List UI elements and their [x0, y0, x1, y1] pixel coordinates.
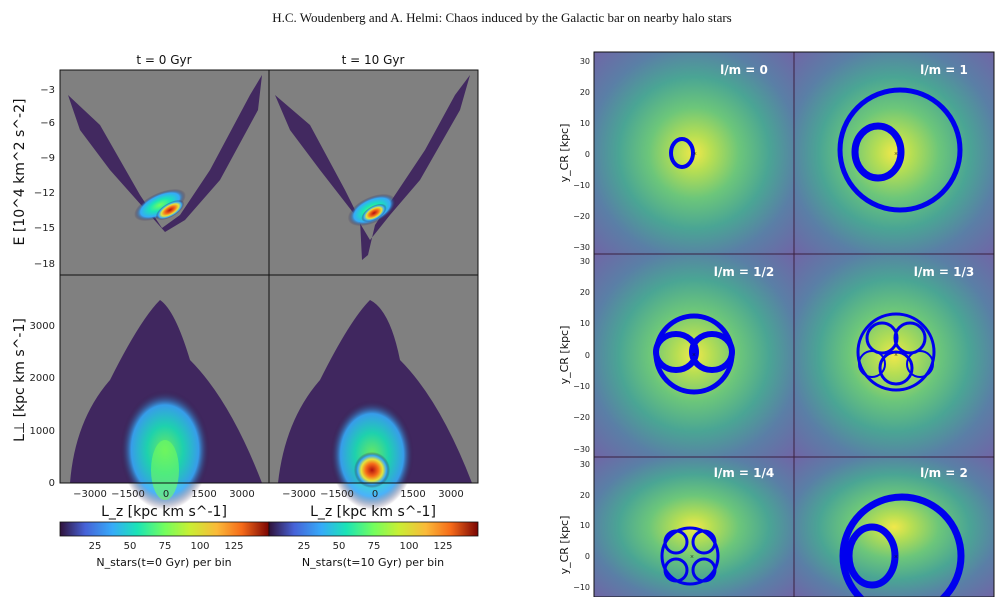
energy-density-t10	[275, 75, 470, 260]
orbit-panel: l/m = 1	[794, 52, 994, 254]
svg-text:×: ×	[894, 150, 898, 158]
orbit-panel: l/m = 1/3	[794, 254, 994, 457]
histogram-figure: t = 0 Gyr t = 10 Gyr	[12, 53, 479, 569]
colorbar-label-t0: N_stars(t=0 Gyr) per bin	[96, 556, 231, 569]
orbit-ytick: 0	[585, 351, 590, 360]
xtick-left: −3000	[73, 489, 107, 500]
energy-ytick: −12	[34, 188, 55, 199]
energy-ytick: −9	[40, 153, 55, 164]
xtick-right: 0	[372, 489, 378, 500]
colorbar-tick: 100	[399, 541, 418, 552]
xtick-left: 3000	[229, 489, 254, 500]
colorbar-t0	[59, 521, 270, 537]
orbit-figure: l/m = 0 l/m = 1 l/m = 1/2 l/m = 1/3	[558, 51, 995, 597]
lperp-ytick: 1000	[30, 426, 55, 437]
colorbar-tick: 50	[333, 541, 346, 552]
lperp-ylabel: L⊥ [kpc km s^-1]	[12, 318, 28, 442]
xtick-left: 1500	[191, 489, 216, 500]
svg-text:×: ×	[894, 553, 898, 561]
energy-ytick: −18	[34, 259, 55, 270]
xlabel-left: L_z [kpc km s^-1]	[101, 504, 227, 520]
xlabel-right: L_z [kpc km s^-1]	[310, 504, 436, 520]
column-title-t0: t = 0 Gyr	[136, 53, 191, 67]
orbit-ylabel: y_CR [kpc]	[558, 124, 571, 183]
energy-panel-t10	[269, 70, 478, 275]
orbit-ytick: −20	[573, 413, 590, 422]
energy-panel-t0	[60, 70, 269, 275]
energy-ytick: −15	[34, 223, 55, 234]
orbit-panel: l/m = 1/2	[594, 254, 794, 457]
xtick-left: −1500	[111, 489, 145, 500]
colorbar-tick: 125	[224, 541, 243, 552]
orbit-ytick: −10	[573, 583, 590, 592]
energy-ytick: −6	[40, 118, 55, 129]
orbit-panel-label: l/m = 1/3	[914, 265, 975, 279]
orbit-ytick: 30	[580, 257, 590, 266]
svg-text:×: ×	[690, 553, 694, 561]
orbit-panel-label: l/m = 1/2	[714, 265, 775, 279]
colorbar-tick: 50	[124, 541, 137, 552]
colorbar-tick: 75	[159, 541, 172, 552]
orbit-ytick: 20	[580, 288, 590, 297]
center-marker: × × × × × ×	[690, 150, 898, 561]
colorbar-tick: 125	[433, 541, 452, 552]
orbit-ylabel: y_CR [kpc]	[558, 326, 571, 385]
orbit-panel-label: l/m = 2	[920, 466, 968, 480]
lperp-ytick: 2000	[30, 373, 55, 384]
xtick-right: 1500	[400, 489, 425, 500]
xtick-right: −1500	[320, 489, 354, 500]
colorbar-tick: 25	[89, 541, 102, 552]
orbit-ytick: −30	[573, 243, 590, 252]
orbit-ytick: 0	[585, 552, 590, 561]
xtick-right: −3000	[282, 489, 316, 500]
orbit-ytick: 10	[580, 319, 590, 328]
orbit-panel-label: l/m = 1/4	[714, 466, 775, 480]
orbit-panel-label: l/m = 1	[920, 63, 968, 77]
energy-density-t0	[68, 75, 262, 232]
orbit-ytick: 30	[580, 57, 590, 66]
orbit-ytick: −10	[573, 181, 590, 190]
orbit-ytick: 10	[580, 521, 590, 530]
orbit-ytick: 10	[580, 119, 590, 128]
orbit-ytick: 20	[580, 88, 590, 97]
svg-text:×: ×	[693, 150, 697, 158]
page-header: H.C. Woudenberg and A. Helmi: Chaos indu…	[272, 10, 732, 25]
orbit-ylabel: y_CR [kpc]	[558, 516, 571, 575]
colorbar-tick: 100	[190, 541, 209, 552]
orbit-ytick: −10	[573, 382, 590, 391]
svg-text:×: ×	[692, 351, 696, 359]
xtick-left: 0	[163, 489, 169, 500]
orbit-ytick: −30	[573, 445, 590, 454]
orbit-ytick: 30	[580, 460, 590, 469]
orbit-panel: l/m = 2	[794, 457, 994, 597]
orbit-ytick: 20	[580, 491, 590, 500]
energy-ylabel: E [10^4 km^2 s^-2]	[12, 99, 28, 246]
lperp-density-t0	[70, 300, 262, 510]
lperp-ytick: 3000	[30, 321, 55, 332]
colorbar-t10	[268, 521, 479, 537]
orbit-ytick: −20	[573, 212, 590, 221]
colorbar-tick: 75	[368, 541, 381, 552]
orbit-panel: l/m = 0	[594, 52, 794, 254]
orbit-panel-label: l/m = 0	[720, 63, 768, 77]
colorbar-tick: 25	[298, 541, 311, 552]
orbit-panel: l/m = 1/4	[594, 457, 794, 597]
orbit-ytick: 0	[585, 150, 590, 159]
energy-ytick: −3	[40, 85, 55, 96]
colorbar-label-t10: N_stars(t=10 Gyr) per bin	[302, 556, 444, 569]
xtick-right: 3000	[438, 489, 463, 500]
column-title-t10: t = 10 Gyr	[342, 53, 405, 67]
svg-text:×: ×	[894, 351, 898, 359]
lperp-ytick: 0	[49, 478, 55, 489]
